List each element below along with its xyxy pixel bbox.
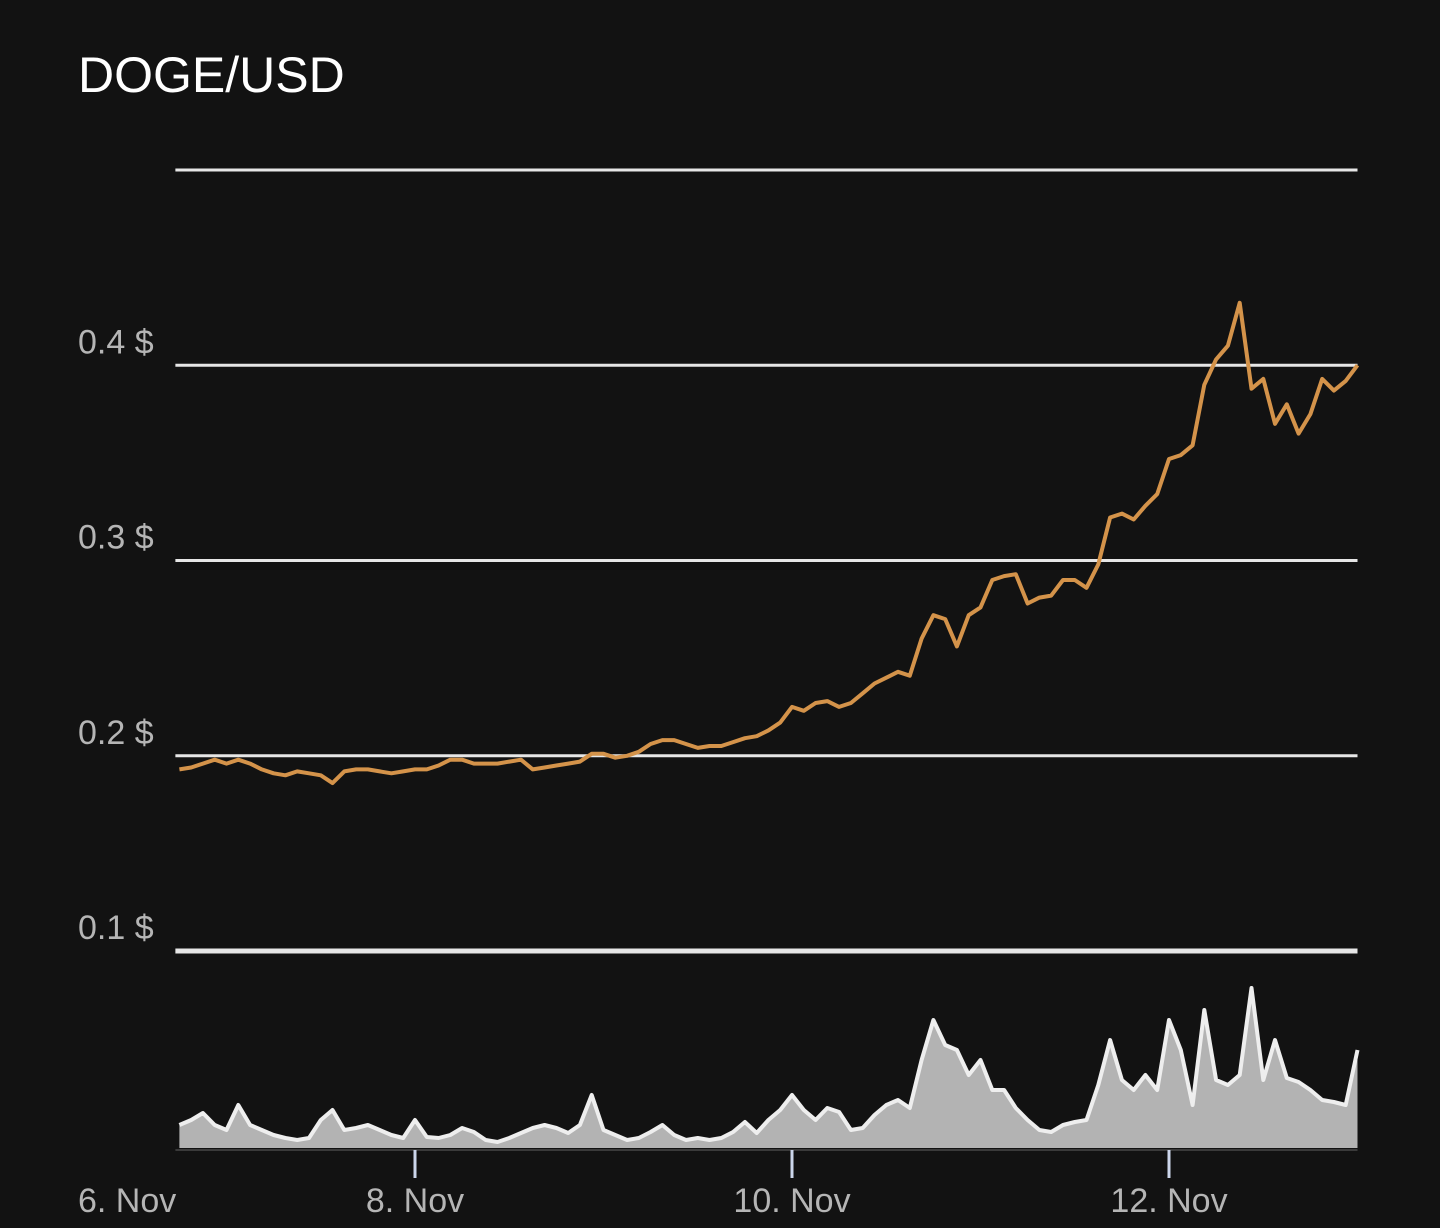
volume-area bbox=[179, 988, 1358, 1148]
volume-line bbox=[178, 986, 1360, 1144]
y-tick-label: 0.1 $ bbox=[78, 909, 154, 947]
x-tick-label: 8. Nov bbox=[366, 1182, 464, 1220]
x-tick-label: 12. Nov bbox=[1110, 1182, 1227, 1220]
x-tick-label: 6. Nov bbox=[78, 1182, 176, 1220]
y-tick-label: 0.2 $ bbox=[78, 714, 154, 752]
chart-title: DOGE/USD bbox=[78, 47, 345, 103]
price-line bbox=[179, 300, 1360, 786]
y-tick-label: 0.3 $ bbox=[78, 519, 154, 557]
y-tick-label: 0.4 $ bbox=[78, 323, 154, 361]
x-tick-label: 10. Nov bbox=[733, 1182, 850, 1220]
